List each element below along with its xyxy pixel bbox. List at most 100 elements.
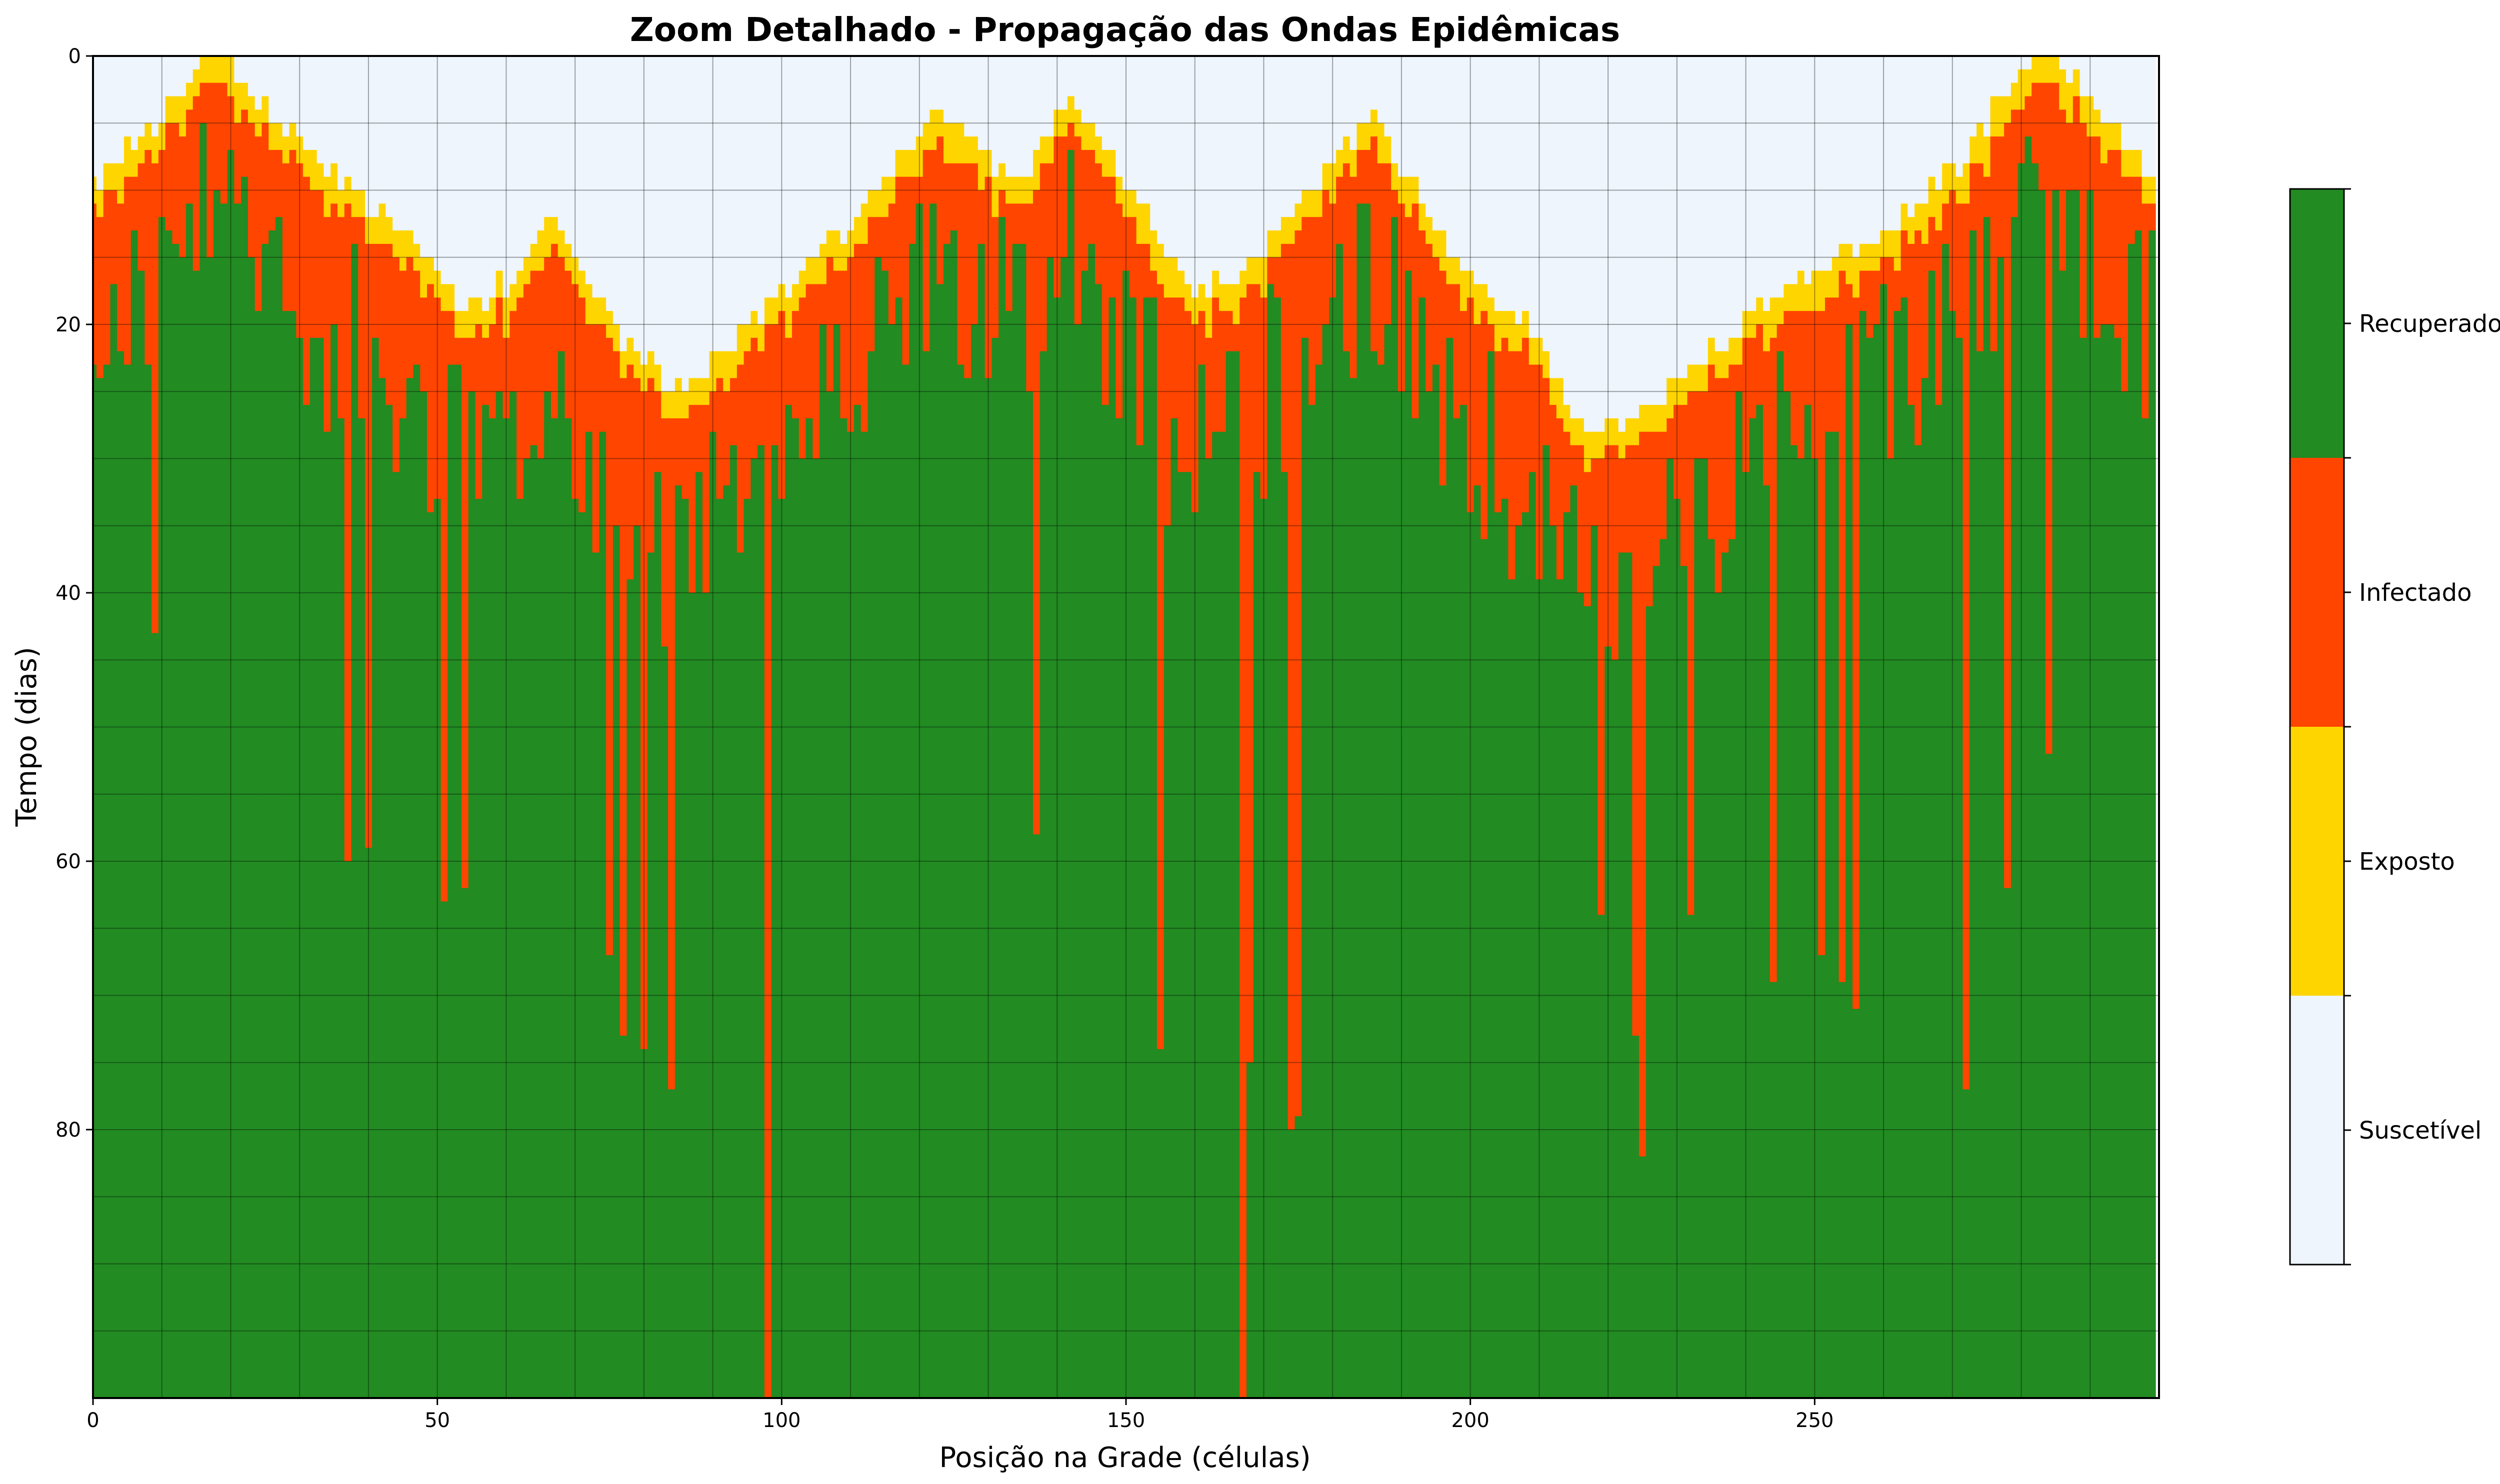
- heatmap-cell-150-Infectado: [1122, 217, 1130, 271]
- heatmap-cell-266-Exposto: [1921, 203, 1929, 244]
- heatmap-cell-275-Recuperado: [1983, 217, 1991, 1399]
- heatmap-cell-126-Suscetível: [957, 56, 964, 123]
- heatmap-cell-82-Suscetível: [654, 56, 662, 365]
- heatmap-cell-41-Infectado: [372, 243, 380, 338]
- heatmap-cell-157-Infectado: [1170, 297, 1178, 419]
- heatmap-cell-130-Suscetível: [984, 56, 992, 150]
- heatmap-cell-257-Suscetível: [1859, 56, 1867, 244]
- heatmap-cell-149-Infectado: [1116, 203, 1123, 419]
- heatmap-cell-157-Recuperado: [1170, 418, 1178, 1399]
- heatmap-cell-58-Suscetível: [488, 56, 496, 298]
- heatmap-cell-140-Suscetível: [1054, 56, 1061, 110]
- heatmap-cell-175-Recuperado: [1294, 1116, 1302, 1399]
- heatmap-cell-164-Suscetível: [1218, 56, 1226, 285]
- heatmap-cell-11-Infectado: [165, 123, 172, 231]
- heatmap-cell-52-Exposto: [448, 284, 455, 311]
- heatmap-cell-16-Exposto: [200, 56, 207, 83]
- heatmap-cell-157-Exposto: [1170, 257, 1178, 298]
- heatmap-cell-135-Suscetível: [1019, 56, 1026, 177]
- heatmap-cell-21-Exposto: [234, 82, 242, 123]
- heatmap-cell-242-Suscetível: [1756, 56, 1764, 298]
- heatmap-cell-26-Infectado: [268, 149, 276, 231]
- heatmap-cell-288-Infectado: [2072, 96, 2080, 191]
- heatmap-cell-34-Suscetível: [324, 56, 331, 177]
- heatmap-cell-88-Exposto: [696, 378, 703, 405]
- heatmap-cell-225-Recuperado: [1639, 1156, 1646, 1399]
- heatmap-cell-102-Infectado: [792, 311, 800, 419]
- heatmap-cell-65-Suscetível: [537, 56, 544, 231]
- heatmap-cell-69-Infectado: [564, 270, 572, 419]
- heatmap-cell-245-Recuperado: [1776, 351, 1784, 1399]
- heatmap-cell-146-Exposto: [1095, 136, 1102, 164]
- heatmap-cell-272-Infectado: [1962, 203, 1970, 1090]
- heatmap-cell-292-Infectado: [2100, 163, 2108, 325]
- heatmap-cell-75-Suscetível: [606, 56, 614, 311]
- heatmap-cell-95-Recuperado: [744, 499, 751, 1399]
- heatmap-cell-259-Recuperado: [1873, 324, 1880, 1399]
- heatmap-cell-12-Infectado: [172, 123, 180, 244]
- heatmap-cell-169-Suscetível: [1253, 56, 1261, 258]
- heatmap-cell-250-Infectado: [1811, 311, 1818, 459]
- heatmap-cell-176-Suscetível: [1302, 56, 1309, 191]
- heatmap-cell-280-Exposto: [2018, 69, 2026, 110]
- heatmap-cell-296-Infectado: [2128, 176, 2136, 244]
- heatmap-cell-248-Infectado: [1797, 311, 1805, 459]
- colorbar-label: Recuperado: [2359, 310, 2500, 338]
- heatmap-cell-88-Suscetível: [696, 56, 703, 378]
- heatmap-cell-261-Exposto: [1886, 230, 1894, 258]
- heatmap-cell-170-Recuperado: [1260, 499, 1268, 1399]
- heatmap-cell-104-Exposto: [806, 257, 813, 285]
- heatmap-cell-288-Exposto: [2072, 69, 2080, 97]
- heatmap-cell-285-Exposto: [2052, 56, 2060, 83]
- heatmap-cell-260-Recuperado: [1880, 284, 1888, 1399]
- heatmap-cell-131-Infectado: [992, 217, 999, 338]
- heatmap-cell-241-Infectado: [1749, 337, 1756, 419]
- heatmap-cell-77-Recuperado: [620, 1036, 628, 1399]
- heatmap-cell-111-Exposto: [854, 217, 862, 244]
- heatmap-cell-90-Exposto: [709, 351, 717, 392]
- heatmap-cell-137-Recuperado: [1033, 834, 1040, 1399]
- heatmap-cell-258-Suscetível: [1866, 56, 1874, 244]
- heatmap-cell-42-Infectado: [378, 243, 386, 378]
- heatmap-cell-287-Suscetível: [2066, 56, 2074, 83]
- heatmap-cell-280-Suscetível: [2018, 56, 2026, 70]
- heatmap-cell-207-Recuperado: [1515, 525, 1522, 1399]
- heatmap-cell-291-Recuperado: [2094, 337, 2101, 1399]
- heatmap-cell-40-Suscetível: [365, 56, 372, 217]
- heatmap-cell-126-Recuperado: [957, 364, 964, 1399]
- heatmap-cell-30-Infectado: [296, 163, 304, 338]
- x-tick-label: 200: [1451, 1409, 1489, 1432]
- heatmap-cell-254-Recuperado: [1838, 982, 1846, 1399]
- heatmap-cell-30-Recuperado: [296, 337, 304, 1399]
- heatmap-cell-15-Infectado: [192, 96, 200, 271]
- heatmap-cell-136-Recuperado: [1026, 391, 1034, 1399]
- heatmap-cell-38-Recuperado: [351, 243, 358, 1399]
- heatmap-cell-48-Recuperado: [420, 391, 428, 1399]
- heatmap-cell-209-Exposto: [1528, 337, 1536, 365]
- heatmap-cell-70-Recuperado: [572, 499, 579, 1399]
- heatmap-cell-193-Recuperado: [1418, 297, 1426, 1399]
- heatmap-cell-239-Exposto: [1735, 337, 1743, 365]
- heatmap-cell-50-Recuperado: [434, 499, 442, 1399]
- heatmap-cell-2-Recuperado: [103, 364, 111, 1399]
- heatmap-cell-279-Infectado: [2010, 109, 2018, 217]
- heatmap-cell-31-Recuperado: [303, 405, 310, 1399]
- heatmap-cell-160-Recuperado: [1191, 512, 1199, 1399]
- heatmap-cell-125-Suscetível: [950, 56, 958, 123]
- heatmap-cell-0-Exposto: [93, 176, 97, 204]
- heatmap-cell-262-Infectado: [1894, 270, 1902, 311]
- heatmap-cell-122-Recuperado: [930, 203, 937, 1399]
- heatmap-cell-294-Exposto: [2114, 123, 2122, 150]
- heatmap-cell-95-Suscetível: [744, 56, 751, 325]
- heatmap-cell-222-Recuperado: [1618, 552, 1626, 1399]
- heatmap-cell-57-Suscetível: [482, 56, 490, 311]
- heatmap-cell-79-Recuperado: [634, 525, 641, 1399]
- heatmap-cell-45-Exposto: [399, 230, 407, 271]
- heatmap-cell-171-Infectado: [1267, 257, 1274, 285]
- heatmap-cell-216-Infectado: [1577, 445, 1584, 593]
- heatmap-cell-76-Recuperado: [612, 525, 620, 1399]
- heatmap-cell-156-Recuperado: [1164, 525, 1172, 1399]
- heatmap-cell-259-Suscetível: [1873, 56, 1880, 244]
- heatmap-cell-5-Suscetível: [124, 56, 132, 137]
- heatmap-cell-17-Infectado: [206, 82, 214, 258]
